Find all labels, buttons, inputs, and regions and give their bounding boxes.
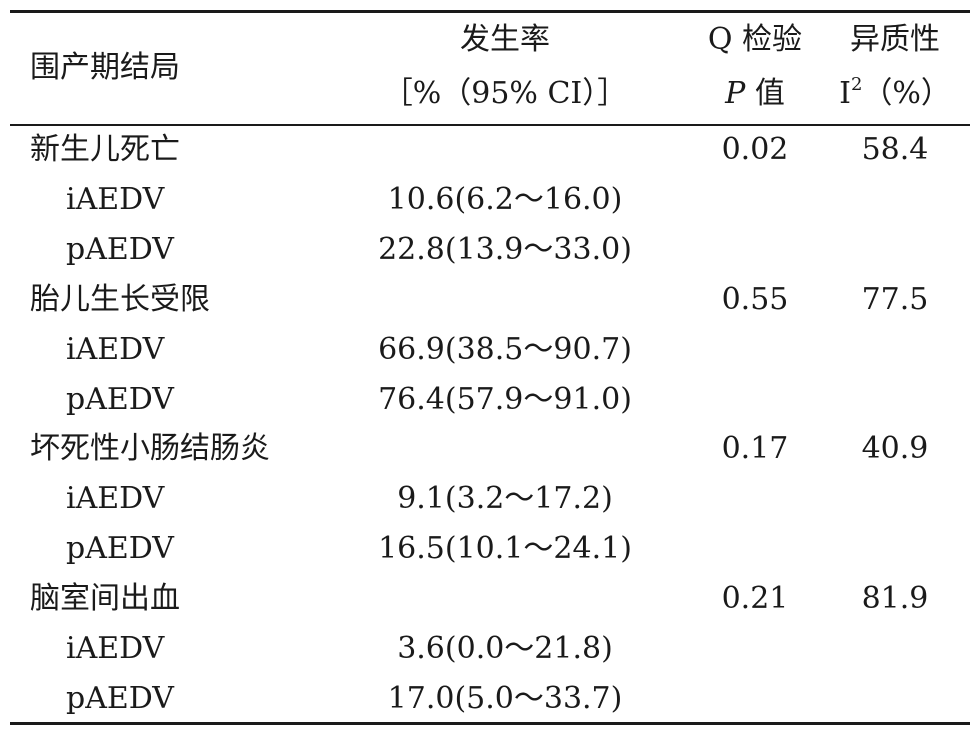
subgroup-label: iAEDV [66,631,165,666]
header-heterogeneity: 异质性 [850,22,940,57]
header-rate-title: 发生率 [460,22,550,57]
rate-value: 10.6(6.2～16.0) [387,182,623,217]
p-value: 0.55 [721,282,789,317]
subgroup-label: pAEDV [66,531,174,566]
i2-value: 40.9 [861,431,929,466]
p-value: 0.02 [721,132,789,167]
rate-value: 17.0(5.0～33.7) [387,681,623,716]
outcome-label: 脑室间出血 [30,581,180,616]
rate-value: 22.8(13.9～33.0) [378,232,632,267]
subgroup-label: pAEDV [66,232,174,267]
header-i2: I2（%） [830,74,960,114]
i2-base: I [839,76,851,111]
p-value: 0.17 [721,431,789,466]
subgroup-label: iAEDV [66,182,165,217]
outcome-label: 坏死性小肠结肠炎 [30,431,270,466]
rate-value: 66.9(38.5～90.7) [378,332,632,367]
header-outcome: 围产期结局 [30,50,180,85]
table-top-rule [10,10,970,13]
rate-value: 16.5(10.1～24.1) [378,531,632,566]
i2-unit: （%） [862,76,951,111]
subgroup-label: iAEDV [66,332,165,367]
subgroup-label: pAEDV [66,681,174,716]
i2-superscript: 2 [850,74,863,95]
rate-value: 76.4(57.9～91.0) [378,382,632,417]
table-header-rule [10,124,970,126]
p-symbol: P [725,76,746,111]
table-bottom-rule [10,722,970,725]
header-rate-unit: ［%（95% CI）］ [382,76,628,111]
p-value-word: 值 [754,76,785,111]
header-p-value: P 值 [690,74,820,114]
i2-value: 58.4 [861,132,929,167]
subgroup-label: iAEDV [66,481,165,516]
header-q-test: Q 检验 [707,22,803,57]
i2-value: 81.9 [861,581,929,616]
outcome-label: 新生儿死亡 [30,132,180,167]
i2-value: 77.5 [861,282,929,317]
subgroup-label: pAEDV [66,382,174,417]
p-value: 0.21 [721,581,789,616]
rate-value: 9.1(3.2～17.2) [397,481,613,516]
rate-value: 3.6(0.0～21.8) [397,631,613,666]
outcome-label: 胎儿生长受限 [30,282,210,317]
